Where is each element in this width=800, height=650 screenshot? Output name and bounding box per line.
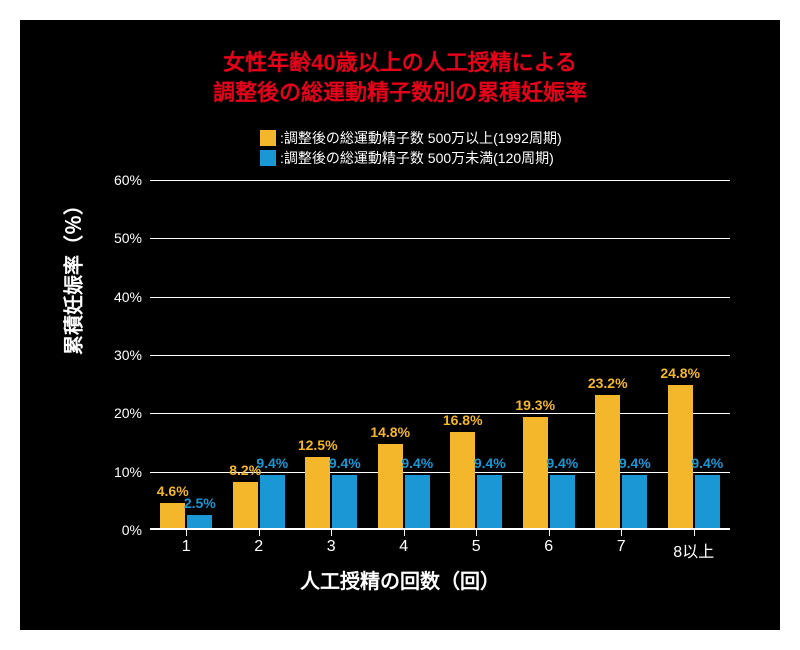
bar-label-series2: 2.5% xyxy=(184,495,216,511)
bar-label-series1: 19.3% xyxy=(515,397,555,413)
x-tick-mark xyxy=(404,530,405,536)
bar-label-series2: 9.4% xyxy=(401,455,433,471)
legend-label-series1: :調整後の総運動精子数 500万以上(1992周期) xyxy=(280,128,562,148)
plot-area: 0%10%20%30%40%50%60% 14.6%2.5%28.2%9.4%3… xyxy=(150,180,730,530)
y-tick-label: 0% xyxy=(92,522,142,538)
bar-series2 xyxy=(332,475,357,530)
x-tick-label: 1 xyxy=(182,538,191,556)
bar-label-series2: 9.4% xyxy=(691,455,723,471)
bar-label-series2: 9.4% xyxy=(474,455,506,471)
chart-frame: 女性年齢40歳以上の人工授精による 調整後の総運動精子数別の累積妊娠率 :調整後… xyxy=(20,20,780,630)
bar-series1 xyxy=(595,395,620,530)
bar-series1 xyxy=(378,444,403,530)
legend-label-series2: :調整後の総運動精子数 500万未満(120周期) xyxy=(280,148,554,168)
y-tick-label: 40% xyxy=(92,289,142,305)
x-tick-mark xyxy=(259,530,260,536)
bar-label-series1: 23.2% xyxy=(588,375,628,391)
bar-label-series2: 9.4% xyxy=(329,455,361,471)
bar-series2 xyxy=(477,475,502,530)
x-tick-label: 5 xyxy=(472,538,481,556)
legend-swatch-series1 xyxy=(260,130,276,146)
x-tick-mark xyxy=(694,530,695,536)
bar-series1 xyxy=(305,457,330,530)
bar-label-series2: 9.4% xyxy=(546,455,578,471)
bar-group: 8以上24.8%9.4% xyxy=(658,180,731,530)
bar-group: 28.2%9.4% xyxy=(223,180,296,530)
y-tick-label: 10% xyxy=(92,464,142,480)
x-axis-title: 人工授精の回数（回） xyxy=(20,565,780,594)
legend-item-series1: :調整後の総運動精子数 500万以上(1992周期) xyxy=(260,128,562,148)
x-tick-label: 6 xyxy=(544,538,553,556)
y-tick-label: 50% xyxy=(92,230,142,246)
x-tick-mark xyxy=(331,530,332,536)
x-axis-line xyxy=(150,528,730,530)
y-tick-label: 60% xyxy=(92,172,142,188)
bar-label-series2: 9.4% xyxy=(619,455,651,471)
bar-series1 xyxy=(668,385,693,530)
bars-container: 14.6%2.5%28.2%9.4%312.5%9.4%414.8%9.4%51… xyxy=(150,180,730,530)
x-tick-mark xyxy=(476,530,477,536)
bar-group: 312.5%9.4% xyxy=(295,180,368,530)
bar-group: 619.3%9.4% xyxy=(513,180,586,530)
bar-series2 xyxy=(695,475,720,530)
y-tick-label: 20% xyxy=(92,405,142,421)
chart-title-line2: 調整後の総運動精子数別の累積妊娠率 xyxy=(213,80,587,105)
x-tick-label: 7 xyxy=(617,538,626,556)
x-tick-label: 4 xyxy=(399,538,408,556)
legend: :調整後の総運動精子数 500万以上(1992周期) :調整後の総運動精子数 5… xyxy=(260,128,562,169)
bar-series1 xyxy=(160,503,185,530)
bar-series1 xyxy=(450,432,475,530)
x-tick-mark xyxy=(186,530,187,536)
bar-series2 xyxy=(550,475,575,530)
x-tick-label: 2 xyxy=(254,538,263,556)
x-tick-label: 3 xyxy=(327,538,336,556)
x-tick-mark xyxy=(621,530,622,536)
chart-title: 女性年齢40歳以上の人工授精による 調整後の総運動精子数別の累積妊娠率 xyxy=(20,48,780,107)
bar-group: 14.6%2.5% xyxy=(150,180,223,530)
bar-label-series2: 9.4% xyxy=(256,455,288,471)
legend-swatch-series2 xyxy=(260,150,276,166)
chart-title-line1: 女性年齢40歳以上の人工授精による xyxy=(223,50,577,75)
bar-label-series1: 24.8% xyxy=(660,365,700,381)
legend-item-series2: :調整後の総運動精子数 500万未満(120周期) xyxy=(260,148,562,168)
bar-series1 xyxy=(523,417,548,530)
bar-group: 516.8%9.4% xyxy=(440,180,513,530)
bar-group: 723.2%9.4% xyxy=(585,180,658,530)
y-axis-title: 累積妊娠率（％） xyxy=(58,195,87,355)
bar-series2 xyxy=(260,475,285,530)
x-tick-mark xyxy=(549,530,550,536)
bar-label-series1: 12.5% xyxy=(298,437,338,453)
bar-series2 xyxy=(405,475,430,530)
y-tick-label: 30% xyxy=(92,347,142,363)
x-tick-label: 8以上 xyxy=(673,538,714,562)
bar-series2 xyxy=(622,475,647,530)
bar-series1 xyxy=(233,482,258,530)
bar-label-series1: 14.8% xyxy=(370,424,410,440)
bar-label-series1: 16.8% xyxy=(443,412,483,428)
bar-group: 414.8%9.4% xyxy=(368,180,441,530)
